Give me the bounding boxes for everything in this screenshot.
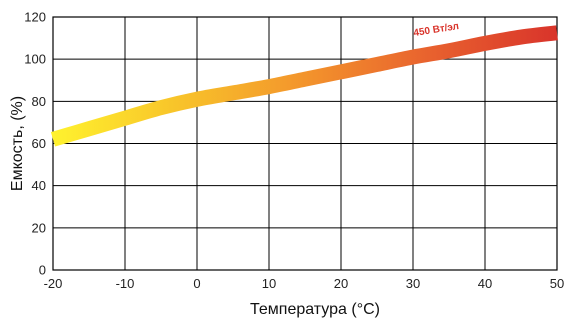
y-tick-label: 100 [24, 52, 46, 67]
grid [52, 16, 558, 271]
y-tick-labels: 0 20 40 60 80 100 120 [24, 10, 46, 278]
x-tick-label: -10 [116, 276, 135, 291]
y-tick-label: 20 [32, 220, 46, 235]
y-tick-label: 40 [32, 178, 46, 193]
x-tick-label: 10 [262, 276, 276, 291]
plot-frame [52, 16, 558, 271]
series-band-450 [50, 25, 558, 147]
x-tick-label: -20 [44, 276, 63, 291]
x-tick-label: 30 [406, 276, 420, 291]
x-tick-label: 50 [550, 276, 564, 291]
y-tick-label: 0 [39, 263, 46, 278]
x-tick-label: 0 [193, 276, 200, 291]
series-annotation: 450 Вт/эл [413, 21, 460, 39]
y-tick-label: 60 [32, 136, 46, 151]
x-axis-title: Температура (°C) [250, 301, 380, 318]
y-tick-label: 120 [24, 10, 46, 25]
x-tick-label: 20 [334, 276, 348, 291]
y-axis-title: Емкость, (%) [9, 96, 26, 191]
y-tick-label: 80 [32, 94, 46, 109]
x-tick-label: 40 [478, 276, 492, 291]
x-tick-labels: -20 -10 0 10 20 30 40 50 [44, 276, 565, 291]
